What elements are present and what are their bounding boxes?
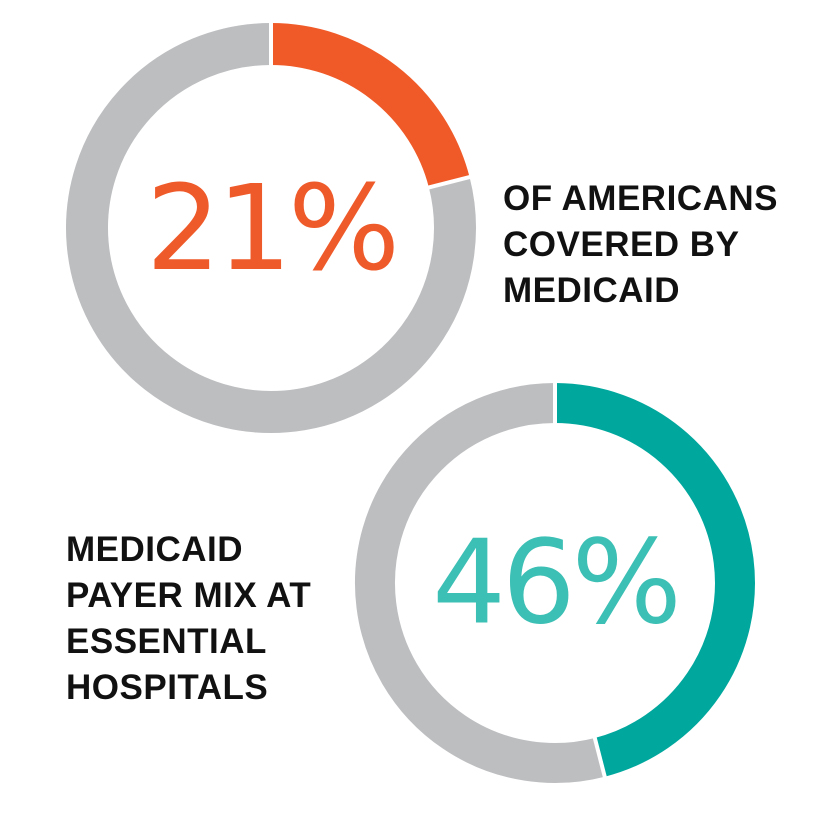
caption-line: HOSPITALS	[66, 668, 269, 707]
caption-line: OF AMERICANS	[503, 179, 778, 218]
slice-separator	[426, 174, 472, 190]
caption-line: COVERED BY	[503, 225, 740, 264]
caption-line: MEDICAID	[66, 530, 244, 569]
caption-payer-mix: MEDICAID PAYER MIX AT ESSENTIAL HOSPITAL…	[66, 527, 311, 711]
caption-line: ESSENTIAL	[66, 622, 267, 661]
donut-slice-medicaid	[270, 23, 470, 188]
donut-slice-other	[355, 383, 605, 783]
donut-slice-medicaid	[554, 383, 755, 777]
donut-chart-payer-mix: 46%	[355, 381, 755, 783]
slice-separator	[592, 735, 608, 780]
donut-chart-americans-medicaid: 21%	[66, 21, 476, 433]
caption-line: MEDICAID	[503, 271, 681, 310]
caption-americans-medicaid: OF AMERICANS COVERED BY MEDICAID	[503, 176, 778, 314]
center-percent-label: 21%	[146, 159, 396, 297]
caption-line: PAYER MIX AT	[66, 576, 312, 615]
donut-slice-other	[66, 23, 476, 433]
center-percent-label: 46%	[432, 516, 678, 651]
